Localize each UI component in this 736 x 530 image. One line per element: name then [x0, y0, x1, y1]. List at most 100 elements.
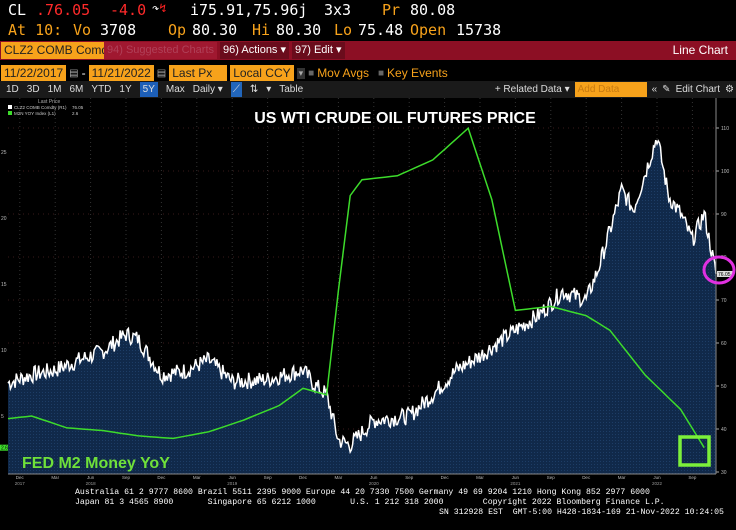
- x-tick-label: Sep: [264, 475, 273, 480]
- x-year-label: 2020: [369, 481, 380, 486]
- x-tick-label: Mar: [476, 475, 484, 480]
- open-interest-label: Open: [410, 21, 447, 39]
- pencil-icon[interactable]: ✎: [662, 84, 671, 95]
- right-axis-label: 50: [721, 384, 727, 390]
- x-tick-label: Jun: [370, 475, 378, 480]
- x-year-label: 2019: [227, 481, 238, 486]
- low-value: 75.48: [358, 21, 404, 39]
- footer-contacts-2: Japan 81 3 4565 8900 Singapore 65 6212 1…: [75, 498, 665, 507]
- last-price: .76.05: [36, 1, 91, 19]
- add-data-input[interactable]: Add Data: [574, 82, 647, 97]
- date-separator: -: [81, 66, 86, 80]
- high-label: Hi: [252, 21, 271, 39]
- period-1m[interactable]: 1M: [47, 84, 62, 95]
- x-tick-label: Dec: [299, 475, 308, 480]
- legend-swatch-m2: [8, 111, 12, 115]
- related-data-button[interactable]: + Related Data ▾: [494, 84, 570, 95]
- security-field[interactable]: CLZ2 COMB Comdty: [1, 42, 121, 59]
- left-axis-label: 20: [1, 216, 7, 222]
- x-tick-label: Dec: [16, 475, 25, 480]
- field-select[interactable]: Last Px: [169, 65, 228, 81]
- chart-title: US WTI CRUDE OIL FUTURES PRICE: [254, 110, 536, 127]
- period-1y[interactable]: 1Y: [119, 84, 132, 95]
- end-date-input[interactable]: 11/21/2022: [88, 65, 154, 81]
- x-tick-label: Jun: [653, 475, 661, 480]
- x-tick-label: Sep: [547, 475, 556, 480]
- right-axis-label: 110: [721, 126, 729, 132]
- x-year-label: 2017: [15, 481, 26, 486]
- period-1d[interactable]: 1D: [6, 84, 19, 95]
- x-tick-label: Sep: [405, 475, 414, 480]
- open-interest-value: 15738: [456, 21, 502, 39]
- high-value: 80.30: [276, 21, 322, 39]
- at-label: At 10:: [8, 21, 63, 39]
- m2-annotation: FED M2 Money YoY: [22, 455, 170, 472]
- chevron-down-icon[interactable]: ▾: [266, 84, 272, 95]
- chevron-down-icon[interactable]: ▾: [296, 67, 306, 79]
- period-5y[interactable]: 5Y: [139, 82, 158, 97]
- footer-contacts-1: Australia 61 2 9777 8600 Brazil 5511 239…: [75, 488, 650, 497]
- x-year-label: 2021: [510, 481, 521, 486]
- left-axis-label: 15: [1, 282, 7, 288]
- volume-value: 3708: [100, 21, 137, 39]
- x-tick-label: Sep: [688, 475, 697, 480]
- legend-oil-value: 76.05: [72, 105, 84, 110]
- period-ytd[interactable]: YTD: [91, 84, 112, 95]
- left-axis-label: 25: [1, 150, 7, 156]
- x-tick-label: Jun: [229, 475, 237, 480]
- low-label: Lo: [334, 21, 353, 39]
- trend-arrow-icon: ↷↯: [152, 1, 167, 15]
- chart: Dec Mar Jun Sep Dec Mar Jun Sep Dec Mar Jun Sep Dec M…: [0, 98, 736, 486]
- net-change: -4.0: [110, 1, 147, 19]
- collapse-icon[interactable]: «: [651, 84, 658, 95]
- right-axis-label: 40: [721, 427, 727, 433]
- right-axis-label: 70: [721, 298, 727, 304]
- left-axis-label: 5: [1, 414, 4, 420]
- x-year-label: 2022: [652, 481, 663, 486]
- period-max[interactable]: Max: [165, 84, 185, 95]
- prev-label: Pr: [382, 1, 401, 19]
- volume-label: Vo: [73, 21, 92, 39]
- ticker: CL: [8, 1, 27, 19]
- edit-button[interactable]: 97) Edit ▾: [292, 42, 345, 59]
- legend-m2-name: M2N YOY Index (L1): [14, 111, 56, 116]
- legend-m2-value: 2.6: [72, 111, 79, 116]
- calendar-icon[interactable]: ▤: [156, 67, 167, 79]
- legend-oil-name: CLZ2 COMB Comdty (R1): [14, 105, 67, 110]
- x-tick-label: Jun: [87, 475, 95, 480]
- period-6m[interactable]: 6M: [69, 84, 84, 95]
- period-bar: [0, 81, 736, 98]
- right-axis-label: 30: [721, 470, 727, 476]
- x-tick-label: Mar: [193, 475, 201, 480]
- suggested-charts-button[interactable]: 94) Suggested Charts: [104, 42, 218, 59]
- currency-select[interactable]: Local CCY: [230, 65, 294, 81]
- calendar-icon[interactable]: ▤: [69, 67, 79, 79]
- x-tick-label: Dec: [582, 475, 591, 480]
- chart-type-label: Line Chart: [672, 43, 728, 57]
- legend-title: Last Price: [38, 99, 60, 105]
- oil-price-line: [7, 139, 717, 455]
- right-axis-label: 100: [721, 169, 730, 175]
- checkbox-mov-avgs[interactable]: ■: [308, 67, 315, 79]
- right-axis-label: 90: [721, 212, 727, 218]
- checkbox-key-events[interactable]: ■: [378, 67, 385, 79]
- x-year-label: 2018: [86, 481, 97, 486]
- highlight-circle: [702, 255, 736, 285]
- left-axis-label: 10: [1, 348, 7, 354]
- gear-icon[interactable]: ⚙: [725, 84, 734, 95]
- mov-avgs-label[interactable]: Mov Avgs: [317, 66, 369, 80]
- table-button[interactable]: Table: [279, 84, 304, 95]
- highlight-box: [678, 435, 711, 467]
- x-tick-label: Sep: [122, 475, 131, 480]
- bid-ask-size: 3x3: [324, 1, 352, 19]
- x-tick-label: Dec: [157, 475, 166, 480]
- edit-chart-button[interactable]: Edit Chart: [675, 84, 721, 95]
- frequency-select[interactable]: Daily ▾: [192, 84, 223, 95]
- period-3d[interactable]: 3D: [26, 84, 40, 95]
- key-events-label[interactable]: Key Events: [387, 66, 448, 80]
- bar-chart-icon[interactable]: ⇅: [249, 84, 259, 95]
- start-date-input[interactable]: 11/22/2017: [1, 65, 67, 81]
- line-chart-icon[interactable]: ⟋: [230, 82, 242, 97]
- bid-ask: i75.91,75.96j: [190, 1, 308, 19]
- actions-button[interactable]: 96) Actions ▾: [220, 42, 290, 59]
